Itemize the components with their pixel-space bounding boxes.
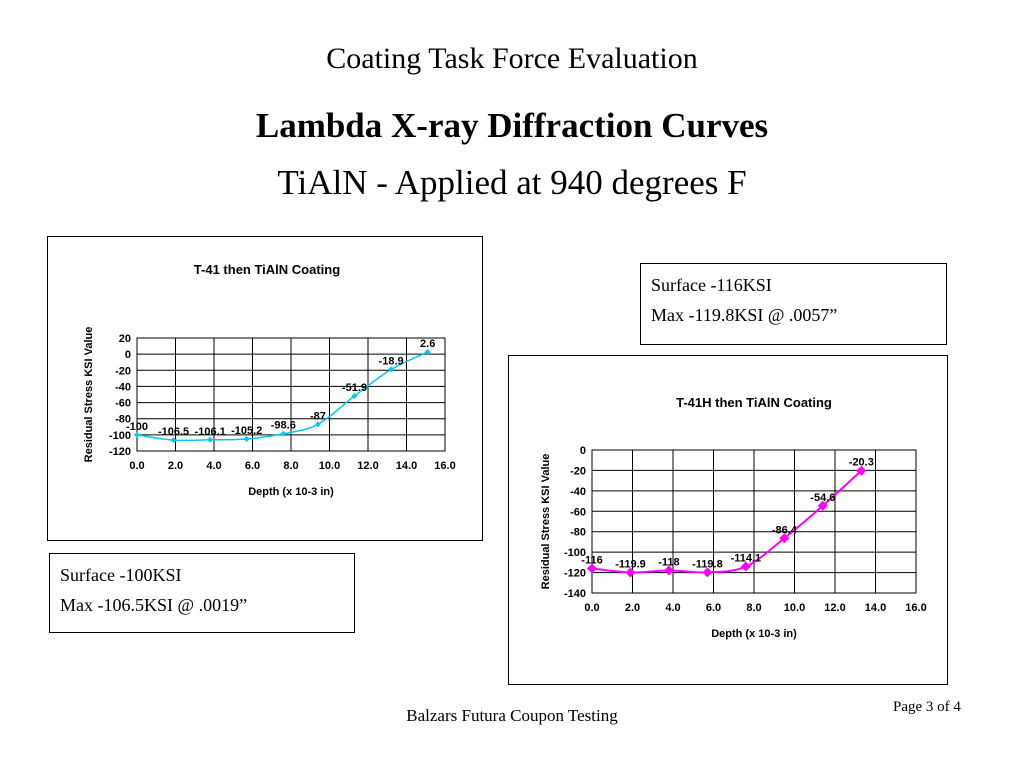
chart-t41h-data-label: -116 [581,554,602,566]
chart-t41h-x-tick-label: 10.0 [784,602,805,614]
chart-t41-x-tick-label: 6.0 [245,460,260,472]
slide-subheading: TiAlN - Applied at 940 degrees F [277,163,747,202]
chart-t41-data-label: -18.9 [379,355,404,367]
chart-t41h-data-label: -114.1 [731,553,762,565]
footer-text: Balzars Futura Coupon Testing [406,706,618,725]
chart-t41h-y-tick-label: -40 [570,486,586,498]
note-max-t41h: Max -119.8KSI @ .0057” [651,305,838,325]
chart-t41h-x-tick-label: 16.0 [905,602,926,614]
chart-t41-x-tick-label: 0.0 [129,460,144,472]
chart-t41h-data-label: -86.4 [772,524,798,536]
chart-t41h: T-41H then TiAlN Coating 0 -20 -40 -60 -80 -10… [508,355,948,685]
chart-t41h-x-tick-label: 4.0 [665,602,680,614]
chart-t41-data-point [207,436,214,443]
page-number: Page 3 of 4 [893,699,961,715]
chart-t41h-x-tick-label: 0.0 [584,602,599,614]
chart-t41-title: T-41 then TiAlN Coating [194,262,340,277]
chart-t41-data-label: 2.6 [420,338,435,350]
chart-t41-x-tick-label: 10.0 [319,460,340,472]
chart-t41-y-tick-label: 20 [119,333,131,345]
chart-t41-x-tick-label: 12.0 [357,460,378,472]
chart-t41h-y-tick-label: -60 [570,506,586,518]
chart-t41h-y-tick-label: 0 [580,445,586,457]
chart-t41-data-label: -87 [310,410,326,422]
chart-t41h-data-point [663,565,674,576]
chart-t41-data-label: -51.9 [342,382,367,394]
chart-t41h-data-label: -119.8 [692,558,723,570]
chart-t41-data-point [170,437,177,444]
chart-t41h-y-tick-label: -80 [570,527,586,539]
chart-t41: T-41 then TiAlN Coating 20 0 -20 -40 -60 -80 -1… [47,236,483,541]
chart-t41h-data-point [740,561,751,572]
chart-t41-x-tick-label: 8.0 [283,460,298,472]
chart-t41-y-tick-label: -80 [115,414,131,426]
chart-t41-y-tick-label: 0 [125,349,131,361]
chart-t41-data-point [314,421,321,428]
chart-t41-y-tick-label: -60 [115,398,131,410]
chart-t41h-data-point [587,563,597,574]
chart-t41h-data-point [856,465,867,476]
chart-t41h-y-tick-label: -20 [570,465,586,477]
chart-t41h-x-tick-label: 8.0 [746,602,761,614]
chart-t41-data-label: -106.1 [195,426,226,438]
chart-t41-data-point [424,349,431,356]
chart-t41h-svg: T-41H then TiAlN Coating 0 -20 -40 -60 -80 -10… [540,395,927,640]
note-box-t41: Surface -100KSI Max -106.5KSI @ .0019” [49,553,355,633]
chart-t41h-data-point [779,533,790,544]
chart-t41h-x-tick-label: 6.0 [706,602,721,614]
chart-t41-svg: T-41 then TiAlN Coating200-20-40-60-80-1… [83,262,456,498]
chart-t41h-x-axis-title: Depth (x 10-3 in) [711,628,797,640]
chart-t41-data-label: -98.6 [271,420,296,432]
chart-t41-x-tick-label: 16.0 [434,460,455,472]
chart-t41-x-tick-label: 14.0 [396,460,417,472]
chart-t41-y-axis-title: Residual Stress KSI Value [83,327,95,463]
chart-t41-y-tick-label: -40 [115,381,131,393]
chart-t41h-x-tick-label: 12.0 [824,602,845,614]
chart-t41h-data-label: -20.3 [849,457,874,469]
chart-t41-y-tick-label: -100 [109,430,131,442]
chart-t41h-y-tick-label: -140 [564,588,586,600]
chart-t41-data-point [243,436,250,443]
chart-t41h-data-point [625,567,636,578]
chart-t41h-x-tick-label: 14.0 [865,602,886,614]
chart-t41h-title: T-41H then TiAlN Coating [676,395,832,410]
chart-t41h-y-tick-label: -120 [564,568,586,580]
slide-title: Coating Task Force Evaluation [326,42,698,75]
chart-t41-data-point [388,366,395,373]
chart-t41-y-tick-label: -20 [115,365,131,377]
chart-t41-x-axis-title: Depth (x 10-3 in) [248,486,334,498]
chart-t41-x-tick-label: 2.0 [168,460,183,472]
chart-t41-data-label: -100 [126,421,148,433]
chart-t41h-x-tick-label: 2.0 [625,602,640,614]
chart-t41h-data-label: -119.9 [615,558,646,570]
chart-t41-data-point [134,431,140,438]
chart-t41h-data-label: -118 [658,557,679,569]
chart-t41-data-point [351,393,358,400]
chart-t41-data-label: -106.5 [158,426,189,438]
chart-t41h-y-axis-title: Residual Stress KSI Value [540,454,552,590]
slide-heading: Lambda X-ray Diffraction Curves [255,106,769,145]
note-box-t41h: Surface -116KSI Max -119.8KSI @ .0057” [640,263,947,345]
chart-t41-x-tick-label: 4.0 [206,460,221,472]
chart-t41h-y-tick-label: -100 [564,547,586,559]
chart-t41-data-point [280,430,287,437]
chart-t41h-data-label: -54.6 [810,492,835,504]
note-surface-t41h: Surface -116KSI [651,275,772,295]
chart-t41-data-label: -105.2 [231,425,262,437]
note-surface-t41: Surface -100KSI [60,565,182,585]
chart-t41h-data-point [702,567,713,578]
chart-t41-y-tick-label: -120 [109,446,131,458]
chart-t41h-data-point [817,500,828,511]
note-max-t41: Max -106.5KSI @ .0019” [60,595,248,615]
